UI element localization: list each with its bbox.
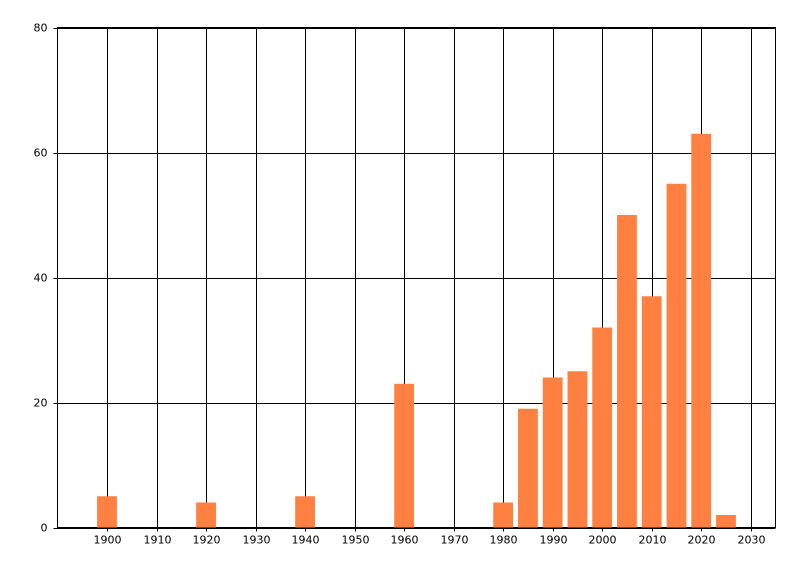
x-tick-label: 1980	[490, 534, 518, 547]
bar	[592, 327, 613, 528]
x-tick-label: 1910	[144, 534, 172, 547]
x-tick-label: 1970	[441, 534, 469, 547]
y-tick-label: 20	[34, 397, 48, 410]
y-tick-label: 60	[34, 147, 48, 160]
x-tick-label: 2010	[639, 534, 667, 547]
bar	[394, 383, 415, 528]
x-tick-label: 2000	[589, 534, 617, 547]
bar	[691, 133, 712, 528]
x-tick-label: 1990	[540, 534, 568, 547]
y-tick-label: 40	[34, 272, 48, 285]
bar	[97, 496, 117, 528]
x-tick-label: 1960	[391, 534, 419, 547]
bar	[617, 215, 637, 528]
x-tick-label: 1900	[94, 534, 122, 547]
bar	[567, 371, 588, 528]
x-tick-label: 1920	[193, 534, 221, 547]
x-tick-label: 1930	[243, 534, 271, 547]
bar	[295, 496, 315, 528]
bar	[518, 408, 538, 528]
y-tick-label: 0	[41, 522, 48, 535]
bar	[666, 183, 687, 528]
bar	[493, 502, 514, 528]
bar	[641, 296, 662, 528]
x-tick-label: 1940	[292, 534, 320, 547]
bar	[542, 377, 563, 528]
x-tick-label: 2030	[738, 534, 766, 547]
bar	[716, 515, 736, 528]
y-tick-label: 80	[34, 22, 48, 35]
x-tick-label: 2020	[688, 534, 716, 547]
bar	[196, 502, 216, 528]
x-tick-label: 1950	[342, 534, 370, 547]
plot-frame	[57, 27, 776, 528]
